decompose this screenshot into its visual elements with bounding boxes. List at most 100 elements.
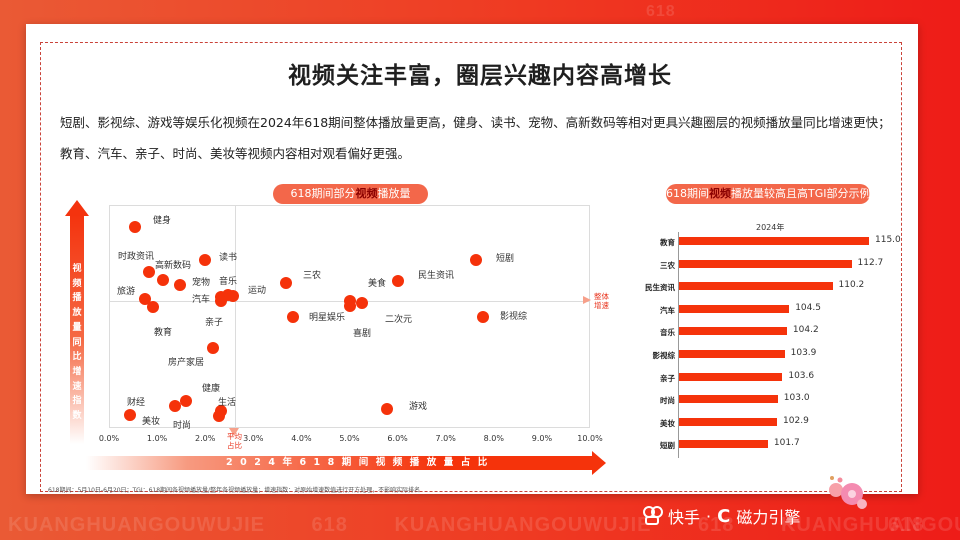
x-tick-label: 1.0% bbox=[146, 434, 168, 443]
brand-logo: 快手 · C 磁力引擎 bbox=[642, 504, 800, 528]
scatter-point bbox=[180, 395, 192, 407]
bar-title-pill: 618期间视频播放量较高且高TGI部分示例 bbox=[666, 184, 871, 204]
scatter-point bbox=[381, 403, 393, 415]
bar-category: 美妆 bbox=[660, 418, 675, 428]
footnote: 618期间：5月10日-6月20日；TGI：618期间各视频播放量/整年各视频播… bbox=[48, 487, 421, 494]
bar-row: 音乐 104.2 bbox=[630, 322, 900, 345]
description-line-1: 短剧、影视综、游戏等娱乐化视频在2024年618期间整体播放量更高，健身、读书、… bbox=[60, 115, 891, 130]
scatter-point-label: 房产家居 bbox=[168, 358, 205, 368]
scatter-point-label: 音乐 bbox=[219, 277, 238, 287]
scatter-point-label: 高新数码 bbox=[155, 261, 192, 271]
scatter-point-label: 读书 bbox=[219, 253, 238, 263]
scatter-point-label: 旅游 bbox=[117, 287, 136, 297]
bar bbox=[679, 237, 869, 245]
scatter-point-label: 美妆 bbox=[142, 417, 161, 427]
bar-category: 短剧 bbox=[660, 441, 675, 451]
scatter-point bbox=[227, 290, 239, 302]
scatter-point-label: 健康 bbox=[202, 384, 221, 394]
bar-category: 时尚 bbox=[660, 396, 675, 406]
scatter-point-label: 时尚 bbox=[173, 421, 192, 431]
scatter-title-highlight: 视频 bbox=[355, 187, 378, 200]
bar-row: 汽车 104.5 bbox=[630, 300, 900, 323]
overall-growth-label: 整体增速 bbox=[594, 292, 609, 310]
bar-category: 三农 bbox=[660, 260, 675, 270]
scatter-title-pill: 618期间部分视频播放量 bbox=[273, 184, 428, 204]
scatter-point-label: 影视综 bbox=[500, 312, 528, 322]
bar-value: 104.2 bbox=[792, 325, 819, 336]
bar-title-suffix: 播放量较高且高TGI部分示例 bbox=[731, 187, 871, 200]
bar-row: 教育 115.0 bbox=[630, 232, 901, 255]
scatter-point bbox=[147, 301, 159, 313]
x-tick-label: 4.0% bbox=[291, 434, 312, 443]
scatter-point bbox=[157, 274, 169, 286]
bar-category: 影视综 bbox=[652, 351, 676, 360]
bar bbox=[679, 327, 787, 336]
x-tick-label: 0.0% bbox=[98, 434, 120, 443]
scatter-title-suffix: 播放量 bbox=[377, 187, 411, 200]
bar bbox=[679, 282, 833, 291]
bar-value: 104.5 bbox=[795, 302, 821, 313]
bar-row: 影视综 103.9 bbox=[630, 345, 900, 368]
description-line-2: 教育、汽车、亲子、时尚、美妆等视频内容相对观看偏好更强。 bbox=[60, 146, 411, 161]
x-axis-arrow bbox=[86, 456, 592, 470]
scatter-point bbox=[356, 297, 368, 309]
x-tick-label: 8.0% bbox=[483, 434, 504, 443]
watermark-bottom-right: 618 bbox=[888, 514, 925, 536]
scatter-point bbox=[344, 300, 356, 312]
scatter-point-label: 游戏 bbox=[409, 402, 428, 412]
bar-category: 民生资讯 bbox=[645, 283, 675, 293]
x-tick-label: 2.0% bbox=[195, 434, 216, 443]
bar bbox=[679, 350, 785, 358]
bar-series-label: 2024年 bbox=[756, 223, 785, 232]
y-axis-arrow bbox=[70, 214, 84, 444]
x-tick-label: 9.0% bbox=[531, 434, 553, 443]
brand-kuaishou: 快手 bbox=[668, 508, 701, 527]
scatter-point bbox=[174, 279, 186, 291]
bar bbox=[679, 304, 790, 313]
bar-value: 102.9 bbox=[783, 415, 809, 426]
bar-row: 三农 112.7 bbox=[630, 255, 900, 278]
scatter-point bbox=[143, 266, 155, 278]
average-share-label: 平均占比 bbox=[227, 432, 242, 450]
y-axis-arrowhead-icon bbox=[65, 200, 89, 216]
average-share-line bbox=[235, 205, 236, 428]
brand-engine: 磁力引擎 bbox=[736, 508, 801, 527]
bar bbox=[679, 440, 768, 449]
scatter-point bbox=[287, 311, 299, 323]
bar bbox=[679, 395, 778, 404]
bar-value: 115.0 bbox=[875, 235, 901, 245]
scatter-point bbox=[213, 410, 225, 422]
bar-value: 112.7 bbox=[857, 257, 884, 268]
scatter-point-label: 美食 bbox=[368, 279, 387, 289]
bar-row: 美妆 102.9 bbox=[630, 413, 900, 436]
scatter-point bbox=[280, 277, 292, 289]
bar-row: 亲子 103.6 bbox=[630, 368, 900, 391]
kuaishou-logo-icon bbox=[642, 506, 663, 526]
bar-row: 短剧 101.7 bbox=[630, 435, 900, 458]
bar-title-highlight: 视频 bbox=[709, 187, 731, 200]
bar-value: 110.2 bbox=[838, 280, 865, 291]
x-tick-label: 7.0% bbox=[435, 434, 456, 443]
bar-title-prefix: 618期间 bbox=[666, 187, 709, 200]
scatter-point bbox=[169, 400, 181, 412]
bar bbox=[679, 372, 783, 381]
scatter-point-label: 时政资讯 bbox=[118, 252, 155, 262]
brand-separator: · bbox=[706, 506, 712, 526]
x-axis-arrowhead-icon bbox=[592, 451, 606, 475]
scatter-point-label: 民生资讯 bbox=[418, 271, 455, 281]
scatter-point bbox=[124, 409, 136, 421]
scatter-point bbox=[129, 221, 141, 233]
bar-axis-line bbox=[678, 232, 679, 458]
y-axis-label: 视频播放量同比增速指数 bbox=[72, 264, 82, 422]
scatter-point-label: 亲子 bbox=[205, 318, 224, 328]
scatter-plot-area bbox=[109, 205, 590, 428]
scatter-point-label: 三农 bbox=[303, 271, 322, 281]
scatter-point-label: 健身 bbox=[153, 216, 172, 226]
x-axis-label: 2024年618期间视频播放量占比 bbox=[226, 457, 495, 468]
flower-decoration-icon bbox=[829, 476, 867, 509]
bar-category: 汽车 bbox=[660, 305, 675, 315]
watermark-bottom: KUANGHUANGOUWUJIE 618 KUANGHUANGOUWUJIE … bbox=[8, 514, 960, 536]
average-share-marker-icon bbox=[229, 428, 239, 436]
cili-engine-logo-icon: C bbox=[717, 505, 731, 527]
scatter-point bbox=[199, 254, 211, 266]
